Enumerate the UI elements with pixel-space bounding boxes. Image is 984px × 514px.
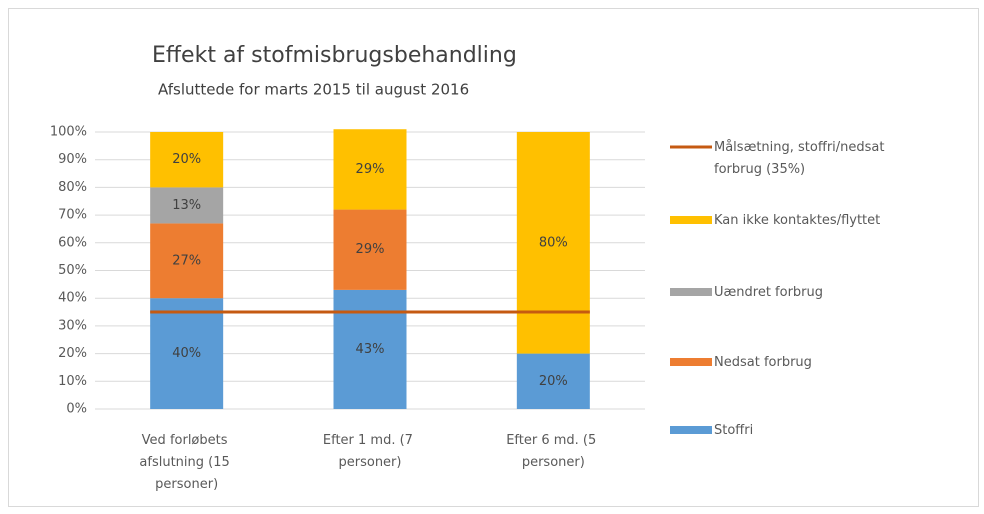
legend-label: Målsætning, stoffri/nedsat forbrug (35%): [714, 140, 889, 177]
legend-label: Stoffri: [714, 423, 753, 438]
legend-label: Nedsat forbrug: [714, 355, 812, 370]
value-label: 29%: [356, 242, 385, 257]
y-tick-label: 50%: [58, 263, 87, 278]
legend-label: Kan ikke kontaktes/flyttet: [714, 213, 880, 228]
y-tick-label: 70%: [58, 208, 87, 223]
bar-segment: [333, 289, 407, 409]
value-label: 13%: [172, 198, 201, 213]
value-label: 20%: [172, 152, 201, 167]
x-tick-label: Efter 1 md. (7 personer): [323, 433, 417, 470]
value-label: 27%: [172, 253, 201, 268]
value-label: 80%: [539, 235, 568, 250]
y-tick-label: 90%: [58, 152, 87, 167]
y-tick-label: 20%: [58, 346, 87, 361]
legend-swatch: [670, 288, 712, 296]
y-tick-label: 100%: [50, 125, 87, 140]
bar-segment: [333, 209, 407, 290]
y-tick-label: 40%: [58, 291, 87, 306]
y-tick-label: 0%: [66, 402, 87, 417]
value-label: 40%: [172, 346, 201, 361]
bar-segment: [150, 132, 224, 188]
bar-segment: [150, 298, 224, 409]
bar-segment: [516, 353, 590, 409]
bar-segment: [150, 223, 224, 299]
legend-swatch: [670, 216, 712, 224]
chart-subtitle: Afsluttede for marts 2015 til august 201…: [158, 81, 469, 99]
y-tick-label: 30%: [58, 318, 87, 333]
x-tick-label: Efter 6 md. (5 personer): [506, 433, 600, 470]
value-label: 29%: [356, 162, 385, 177]
bar-segment: [150, 187, 224, 224]
chart-title: Effekt af stofmisbrugsbehandling: [152, 43, 517, 68]
legend-swatch: [670, 358, 712, 366]
legend-swatch: [670, 426, 712, 434]
bar-segment: [333, 129, 407, 210]
y-tick-label: 80%: [58, 180, 87, 195]
value-label: 20%: [539, 374, 568, 389]
value-label: 43%: [356, 342, 385, 357]
y-tick-label: 10%: [58, 374, 87, 389]
legend-label: Uændret forbrug: [714, 285, 823, 300]
x-tick-label: Ved forløbets afslutning (15 personer): [139, 433, 234, 492]
bar-segment: [516, 132, 590, 354]
y-tick-label: 60%: [58, 235, 87, 250]
